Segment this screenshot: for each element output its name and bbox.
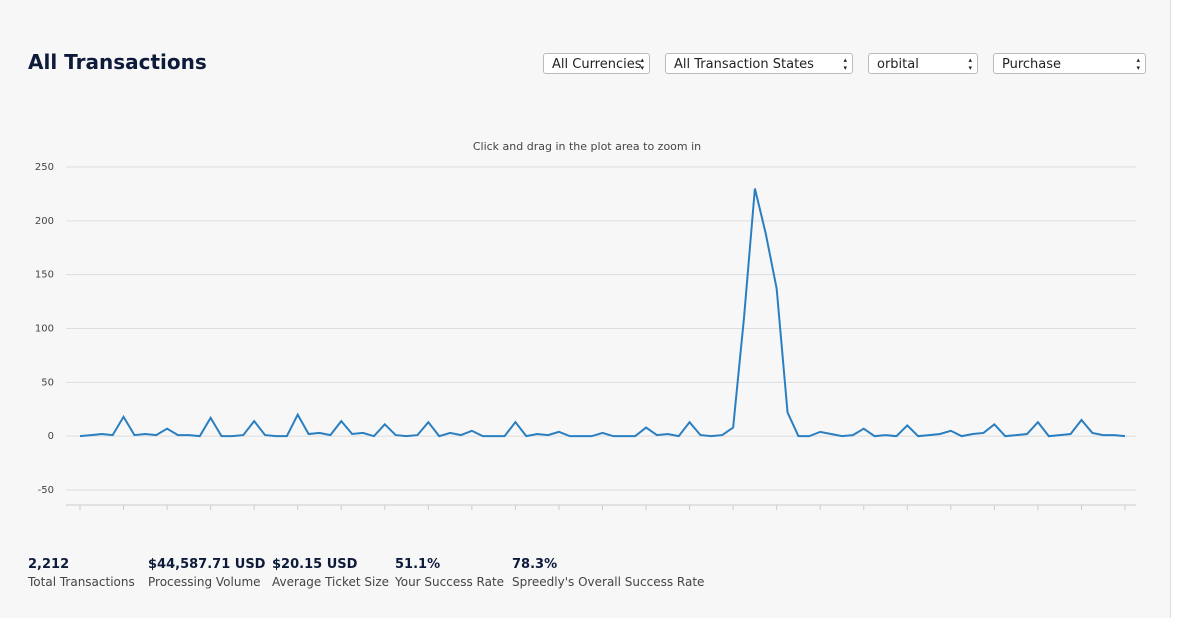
stat-value: 78.3% xyxy=(512,557,558,572)
y-tick-label: 150 xyxy=(35,270,54,281)
stat: $44,587.71 USD Processing Volume xyxy=(148,557,265,589)
y-tick-label: 100 xyxy=(35,324,54,335)
y-tick-label: 200 xyxy=(35,216,54,227)
stat-value: 51.1% xyxy=(395,557,441,572)
chart-subtitle: Click and drag in the plot area to zoom … xyxy=(473,140,701,153)
y-tick-label: 50 xyxy=(41,377,54,388)
currency-select[interactable]: All Currencies xyxy=(543,53,650,74)
stat: 2,212 Total Transactions xyxy=(28,557,135,589)
series-line xyxy=(79,188,1126,438)
state-select[interactable]: All Transaction States xyxy=(665,53,853,74)
gateway-select[interactable]: orbital xyxy=(868,53,978,74)
stat-label: Processing Volume xyxy=(148,575,261,589)
stat-label: Average Ticket Size xyxy=(272,575,390,589)
page-title: All Transactions xyxy=(28,50,207,74)
stat: 51.1% Your Success Rate xyxy=(395,557,504,589)
y-tick-label: -50 xyxy=(38,485,54,496)
stat-label: Spreedly's Overall Success Rate xyxy=(512,575,705,589)
stat-value: 2,212 xyxy=(28,557,70,572)
stat-value: $20.15 USD xyxy=(272,557,358,572)
y-tick-label: 0 xyxy=(48,431,54,442)
stat-label: Your Success Rate xyxy=(395,575,505,589)
y-tick-label: 250 xyxy=(35,162,54,173)
stat-value: $44,587.71 USD xyxy=(148,557,266,572)
stat: 78.3% Spreedly's Overall Success Rate xyxy=(512,557,704,589)
chart: Click and drag in the plot area to zoom … xyxy=(35,140,1136,510)
type-select[interactable]: Purchase xyxy=(993,53,1146,74)
stat-label: Total Transactions xyxy=(28,575,135,589)
stat: $20.15 USD Average Ticket Size xyxy=(272,557,389,589)
